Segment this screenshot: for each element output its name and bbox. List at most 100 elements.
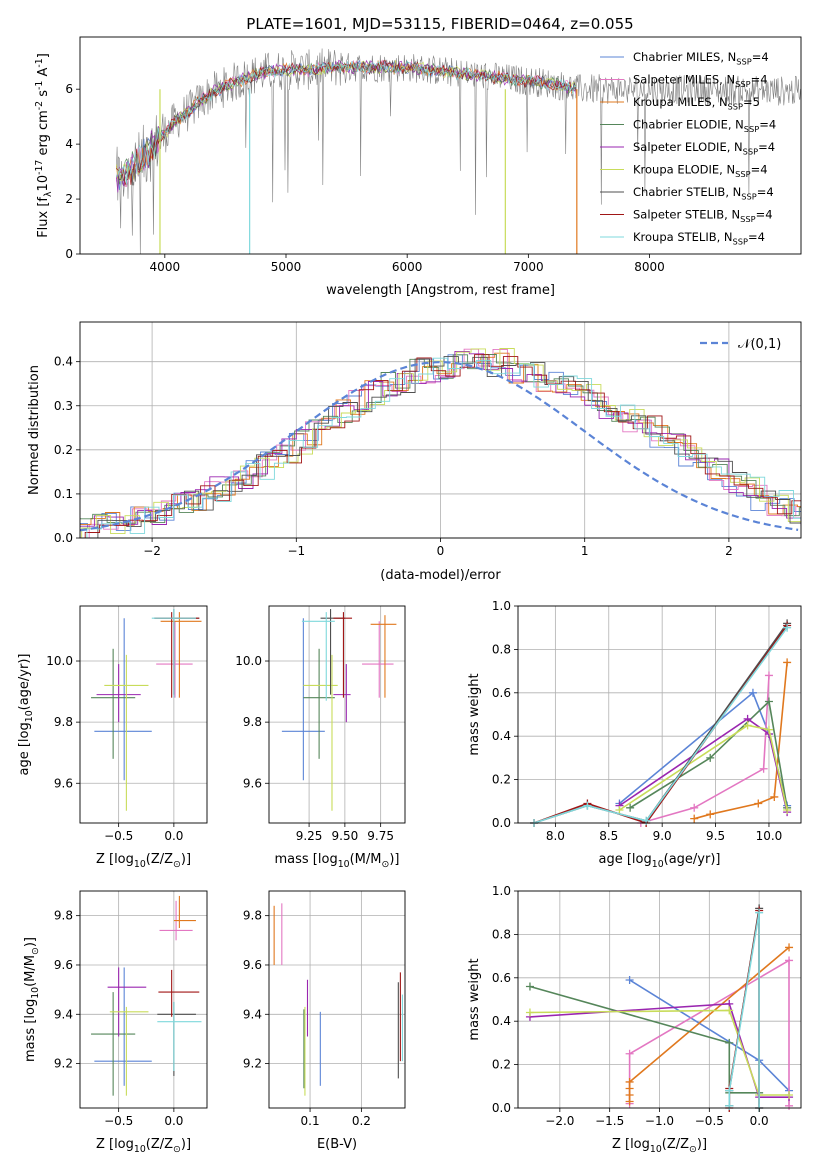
x-tick-label: 4000 [150, 260, 181, 274]
y-tick-label: 0.3 [54, 399, 73, 413]
weight-marker [690, 814, 699, 823]
y-tick-label: 0.8 [492, 927, 511, 941]
x-tick-label: −2 [143, 544, 161, 558]
y-tick-label: 0.6 [492, 971, 511, 985]
weight_vs_age-frame [517, 605, 802, 824]
legend-label: Chabrier ELODIE, NSSP=4 [633, 118, 776, 134]
weight_vs_age-panel: 8.0 8.5 9.0 9.5 10.0 0.0 0.2 0.4 0.6 0.8 1.0 [492, 599, 802, 843]
y-tick-label: 9.8 [243, 715, 262, 729]
y-tick-label: 9.8 [54, 715, 73, 729]
errorbar-point [333, 664, 351, 723]
y-axis-label: age [log10(age/yr)] [17, 654, 35, 776]
residuals-panel: −2 −1 0 1 2 0.0 0.1 0.2 0.3 0.4 [54, 321, 802, 558]
y-tick-label: 9.6 [243, 776, 262, 790]
errorbar-point [158, 969, 200, 1017]
x-tick-label: 9.0 [653, 829, 672, 843]
x-tick-label: 8.0 [546, 829, 565, 843]
weight-line [533, 625, 788, 824]
weight-marker [755, 908, 764, 917]
y-tick-label: 9.6 [54, 958, 73, 972]
y-axis-label: Normed distribution [27, 365, 42, 495]
weight-marker [625, 975, 634, 984]
weight-line [728, 912, 760, 1108]
errorbar-point [362, 621, 394, 698]
errorbar-point [173, 895, 196, 928]
mass_vs_z-frame [79, 890, 208, 1109]
legend-label: 𝒩(0,1) [738, 337, 781, 352]
x-tick-label: 2 [725, 544, 733, 558]
x-axis-label: mass [log10(M/M⊙)] [275, 852, 400, 870]
y-tick-label: 1.0 [492, 599, 511, 613]
weight-marker [615, 805, 624, 814]
x-axis-label: Z [log10(Z/Z⊙)] [612, 1137, 707, 1155]
weight-marker [725, 1006, 734, 1015]
x-tick-label: 9.25 [296, 829, 323, 843]
weight-marker [783, 623, 792, 632]
spectrum-frame [79, 36, 802, 255]
errorbar-point [91, 648, 136, 759]
y-tick-label: 0.0 [54, 531, 73, 545]
errorbar-point [320, 609, 345, 695]
errorbar-point [155, 612, 200, 698]
x-tick-label: −1 [287, 544, 305, 558]
errorbar-point [157, 1001, 196, 1076]
errorbar-point [109, 1006, 149, 1096]
errorbar-point [301, 612, 335, 701]
weight-marker [525, 982, 534, 991]
weight-marker [690, 803, 699, 812]
y-tick-label: 4 [65, 137, 73, 151]
y-tick-label: 0 [65, 247, 73, 261]
weight-marker [783, 805, 792, 814]
x-axis-label: (data-model)/error [380, 568, 501, 583]
weight-marker [748, 688, 757, 697]
y-tick-label: 0.2 [54, 443, 73, 457]
x-axis-label: Z [log10(Z/Z⊙)] [96, 1137, 191, 1155]
y-tick-label: 9.2 [54, 1057, 73, 1071]
x-tick-label: 0.0 [164, 829, 183, 843]
weight-marker [725, 1086, 734, 1095]
weight-line [529, 985, 760, 1094]
y-tick-label: 0.6 [492, 686, 511, 700]
errorbar-point [333, 612, 353, 698]
errorbar-point [157, 1001, 202, 1072]
x-tick-label: 9.50 [332, 829, 359, 843]
model-spectrum [116, 59, 577, 193]
legend-label: Kroupa MILES, NSSP=5 [633, 95, 760, 111]
weight-marker [770, 792, 779, 801]
hist-plot-area [80, 348, 801, 538]
legend-label: Chabrier STELIB, NSSP=4 [633, 185, 774, 201]
y-axis-label: Flux [fλ10-17 erg cm-2 s-1 A-1] [34, 53, 54, 238]
x-tick-label: 0.2 [352, 1114, 371, 1128]
errorbar-point [104, 654, 149, 811]
y-tick-label: 9.2 [243, 1057, 262, 1071]
weight-marker [743, 721, 752, 730]
age_vs_mass-plot-area [281, 609, 397, 811]
y-tick-label: 0.2 [492, 1058, 511, 1072]
legend-label: Kroupa ELODIE, NSSP=4 [633, 163, 768, 179]
y-tick-label: 0.4 [492, 1014, 511, 1028]
y-tick-label: 0.8 [492, 642, 511, 656]
hist-chabrier-elodie [80, 354, 801, 524]
x-tick-label: −2.0 [545, 1114, 574, 1128]
y-tick-label: 0.1 [54, 487, 73, 501]
errorbar-point [91, 992, 136, 1096]
x-tick-label: 9.5 [706, 829, 725, 843]
x-tick-label: −1.5 [595, 1114, 624, 1128]
errorbar-point [94, 618, 152, 781]
x-tick-label: −0.5 [104, 829, 133, 843]
weight_vs_z-panel: −2.0 −1.5 −1.0 −0.5 0.0 0.0 0.2 0.4 0.6 0.8 1.0 [492, 884, 802, 1128]
mass_vs_z-panel: −0.5 0.0 9.2 9.4 9.6 9.8 [54, 890, 208, 1128]
spectrum-panel: 4000 5000 6000 7000 8000 0 2 4 6 [65, 36, 802, 274]
errorbar-point [370, 615, 397, 698]
hist-chabrier-miles [80, 354, 801, 531]
weight-line [693, 662, 788, 820]
y-axis-label: mass weight [467, 673, 482, 755]
hist-salpeter-elodie [80, 350, 801, 538]
hist-kroupa-elodie [81, 348, 801, 538]
weight-marker [583, 801, 592, 810]
weight-marker [764, 725, 773, 734]
model-spectrum [116, 60, 577, 185]
mass_vs_ebv-panel: 0.1 0.2 9.2 9.4 9.6 9.8 [243, 890, 406, 1128]
weight-marker [625, 1077, 634, 1086]
errorbar-point [94, 967, 152, 1086]
